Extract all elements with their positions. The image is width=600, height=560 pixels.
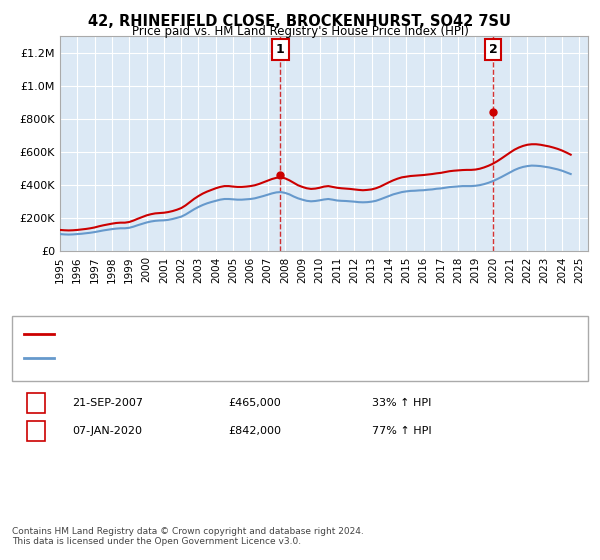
Text: 2: 2 [489, 43, 497, 56]
Text: £842,000: £842,000 [228, 426, 281, 436]
Text: 2: 2 [32, 426, 40, 436]
Text: Price paid vs. HM Land Registry's House Price Index (HPI): Price paid vs. HM Land Registry's House … [131, 25, 469, 38]
Text: £465,000: £465,000 [228, 398, 281, 408]
Text: Contains HM Land Registry data © Crown copyright and database right 2024.
This d: Contains HM Land Registry data © Crown c… [12, 526, 364, 546]
Text: HPI: Average price, detached house, New Forest: HPI: Average price, detached house, New … [60, 353, 311, 363]
Text: 1: 1 [276, 43, 285, 56]
Text: 07-JAN-2020: 07-JAN-2020 [72, 426, 142, 436]
Text: 42, RHINEFIELD CLOSE, BROCKENHURST, SO42 7SU (detached house): 42, RHINEFIELD CLOSE, BROCKENHURST, SO42… [60, 329, 425, 339]
Text: 1: 1 [32, 398, 40, 408]
Text: 42, RHINEFIELD CLOSE, BROCKENHURST, SO42 7SU: 42, RHINEFIELD CLOSE, BROCKENHURST, SO42… [89, 14, 511, 29]
Text: 33% ↑ HPI: 33% ↑ HPI [372, 398, 431, 408]
Text: 77% ↑ HPI: 77% ↑ HPI [372, 426, 431, 436]
Text: 21-SEP-2007: 21-SEP-2007 [72, 398, 143, 408]
